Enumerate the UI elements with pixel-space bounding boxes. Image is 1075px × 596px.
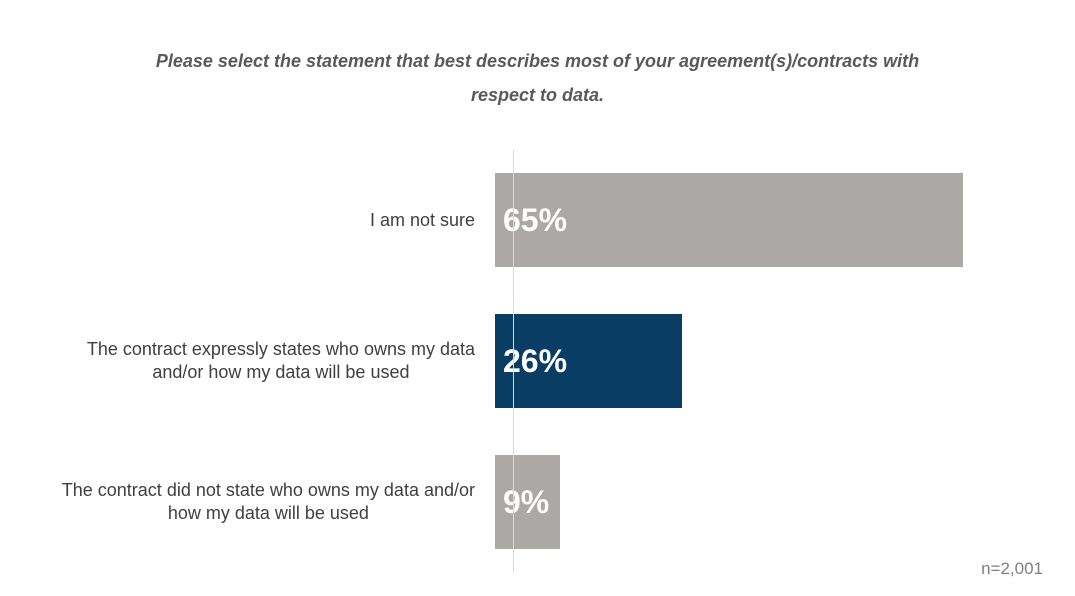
value-label: 65% — [503, 202, 568, 239]
bar-row: I am not sure 65% — [0, 150, 1075, 291]
bar-row: The contract expressly states who owns m… — [0, 291, 1075, 432]
category-label-cell: The contract did not state who owns my d… — [0, 479, 494, 525]
bar: 9% — [495, 454, 560, 549]
sample-size-note: n=2,001 — [981, 559, 1043, 578]
category-axis-line — [513, 150, 514, 572]
bar-rows: I am not sure 65% The contract expressly… — [0, 150, 1075, 572]
value-label: 9% — [503, 483, 550, 520]
category-label: The contract expressly states who owns m… — [86, 339, 475, 382]
bar-track: 9% — [495, 454, 1075, 549]
bar: 65% — [495, 173, 963, 268]
chart-title: Please select the statement that best de… — [155, 51, 920, 105]
category-label: The contract did not state who owns my d… — [61, 479, 475, 523]
category-label-cell: I am not sure — [0, 209, 494, 232]
bar-row: The contract did not state who owns my d… — [0, 431, 1075, 572]
value-label: 26% — [503, 343, 568, 379]
category-label-cell: The contract expressly states who owns m… — [0, 338, 494, 384]
bar: 26% — [495, 314, 682, 408]
category-label: I am not sure — [369, 209, 475, 230]
bar-track: 65% — [495, 173, 1075, 268]
bar-chart-plot-area: I am not sure 65% The contract expressly… — [0, 150, 1075, 572]
bar-track: 26% — [495, 314, 1075, 408]
